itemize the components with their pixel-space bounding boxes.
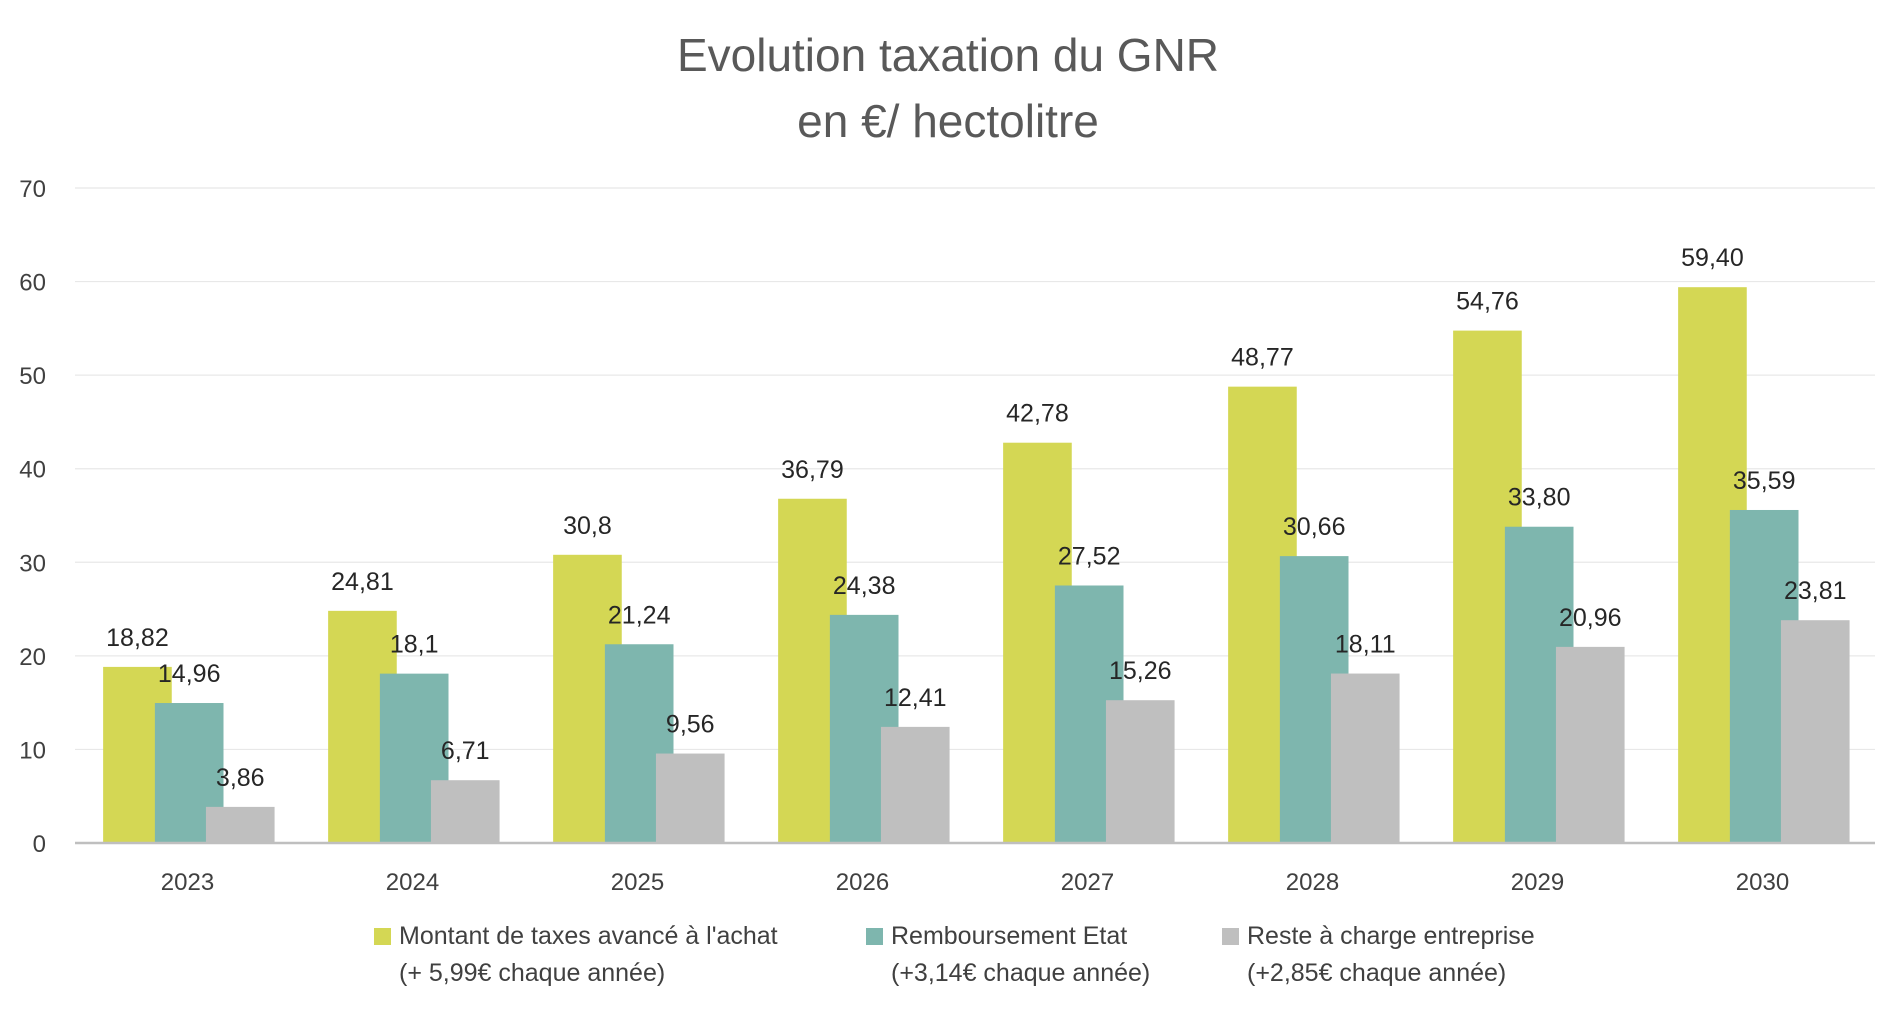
chart-title: Evolution taxation du GNR en €/ hectolit…	[0, 22, 1896, 154]
legend-note-series-3: (+2,85€ chaque année)	[1247, 959, 1507, 987]
legend-label-series-3: Reste à charge entreprise	[1247, 922, 1535, 950]
data-label-series-3: 18,11	[1335, 631, 1396, 659]
legend: Montant de taxes avancé à l'achat (+ 5,9…	[0, 918, 1896, 1008]
data-label-series-3: 15,26	[1109, 657, 1172, 685]
bar-series-3	[1555, 646, 1625, 843]
y-tick-label: 30	[19, 550, 46, 577]
data-label-series-1: 59,40	[1681, 244, 1744, 272]
data-labels: 18,82 14,96 3,86 24,81 18,1 6,71 30,8 21,24 9,56…	[106, 244, 1846, 792]
data-label-series-3: 23,81	[1784, 577, 1847, 605]
data-label-series-2: 21,24	[608, 601, 671, 629]
legend-swatch-series-2	[866, 928, 883, 945]
data-label-series-3: 12,41	[884, 684, 947, 712]
bar-series-3	[205, 806, 275, 843]
data-label-series-3: 6,71	[441, 737, 490, 765]
y-tick-label: 60	[19, 270, 46, 297]
y-tick-label: 10	[19, 737, 46, 764]
data-label-series-2: 30,66	[1283, 513, 1346, 541]
data-label-series-2: 14,96	[158, 660, 221, 688]
legend-label-series-1: Montant de taxes avancé à l'achat	[399, 922, 778, 950]
data-label-series-2: 18,1	[390, 631, 439, 659]
data-label-series-3: 9,56	[666, 711, 715, 739]
legend-swatch-series-1	[374, 928, 391, 945]
x-tick-label: 2027	[1061, 869, 1114, 896]
chart-title-line-2: en €/ hectolitre	[797, 95, 1099, 147]
bar-series-3	[880, 726, 950, 843]
x-tick-label: 2029	[1511, 869, 1564, 896]
data-label-series-1: 18,82	[106, 624, 169, 652]
y-tick-label: 20	[19, 644, 46, 671]
y-tick-label: 50	[19, 363, 46, 390]
bar-series-3	[430, 780, 500, 843]
y-tick-label: 40	[19, 457, 46, 484]
x-tick-label: 2026	[836, 869, 889, 896]
data-label-series-1: 54,76	[1456, 288, 1519, 316]
y-tick-label: 0	[33, 831, 46, 858]
legend-swatch-series-3	[1222, 928, 1239, 945]
legend-note-series-1: (+ 5,99€ chaque année)	[399, 959, 666, 987]
chart-title-line-1: Evolution taxation du GNR	[676, 29, 1220, 81]
data-label-series-2: 24,38	[833, 572, 896, 600]
x-tick-label: 2030	[1736, 869, 1789, 896]
y-tick-label: 70	[19, 176, 46, 203]
data-label-series-3: 3,86	[216, 764, 265, 792]
data-label-series-3: 20,96	[1559, 604, 1622, 632]
x-tick-label: 2024	[386, 869, 439, 896]
data-label-series-2: 27,52	[1058, 542, 1121, 570]
data-label-series-1: 24,81	[331, 568, 394, 596]
bars	[103, 287, 1850, 844]
data-label-series-2: 33,80	[1508, 484, 1571, 512]
bar-series-3	[655, 753, 725, 843]
x-tick-label: 2023	[161, 869, 214, 896]
data-label-series-1: 36,79	[781, 456, 844, 484]
legend-note-series-2: (+3,14€ chaque année)	[891, 959, 1151, 987]
bar-series-3	[1780, 620, 1850, 843]
x-tick-label: 2028	[1286, 869, 1339, 896]
data-label-series-2: 35,59	[1733, 467, 1796, 495]
bar-series-3	[1330, 673, 1400, 843]
legend-label-series-2: Remboursement Etat	[891, 922, 1128, 950]
data-label-series-1: 30,8	[563, 512, 612, 540]
x-tick-label: 2025	[611, 869, 664, 896]
data-label-series-1: 42,78	[1006, 400, 1069, 428]
data-label-series-1: 48,77	[1231, 344, 1294, 372]
bar-series-3	[1105, 700, 1175, 843]
